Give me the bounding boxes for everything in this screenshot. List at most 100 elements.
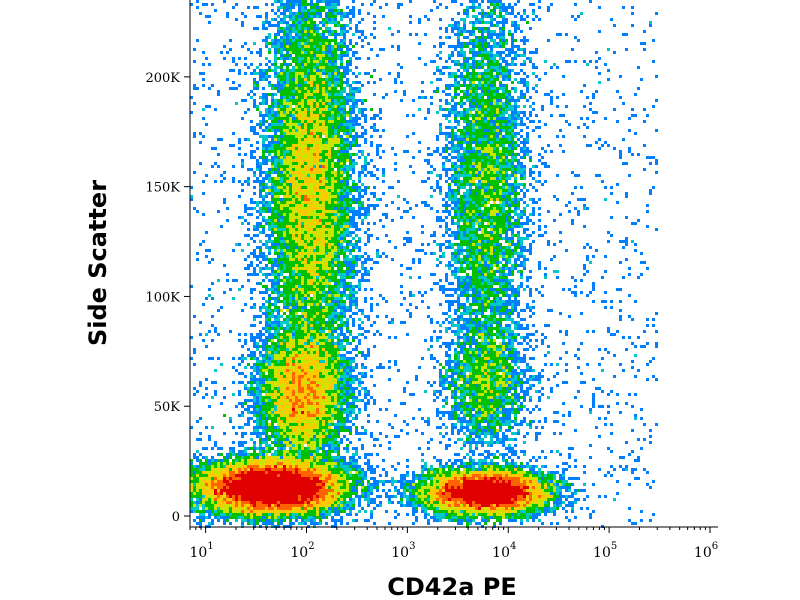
density-point: [454, 78, 457, 81]
density-point: [286, 111, 289, 114]
density-point: [373, 222, 376, 225]
density-point: [454, 60, 457, 63]
density-point: [244, 204, 247, 207]
density-point: [466, 165, 469, 168]
density-point: [337, 144, 340, 147]
density-point: [586, 243, 589, 246]
density-point: [343, 213, 346, 216]
density-point: [316, 51, 319, 54]
density-point: [493, 66, 496, 69]
density-point: [292, 174, 295, 177]
density-point: [313, 81, 316, 84]
density-point: [271, 234, 274, 237]
density-point: [451, 219, 454, 222]
density-point: [316, 177, 319, 180]
density-point: [493, 246, 496, 249]
density-point: [583, 225, 586, 228]
density-point: [301, 153, 304, 156]
density-point: [511, 243, 514, 246]
density-point: [337, 57, 340, 60]
density-point: [484, 63, 487, 66]
density-point: [457, 69, 460, 72]
density-point: [328, 186, 331, 189]
density-point: [343, 186, 346, 189]
density-point: [484, 105, 487, 108]
density-point: [469, 174, 472, 177]
density-point: [466, 120, 469, 123]
density-point: [493, 96, 496, 99]
density-point: [502, 174, 505, 177]
density-point: [346, 129, 349, 132]
density-point: [262, 216, 265, 219]
density-point: [466, 96, 469, 99]
density-point: [469, 195, 472, 198]
density-point: [514, 123, 517, 126]
density-point: [586, 126, 589, 129]
density-point: [361, 204, 364, 207]
density-point: [301, 48, 304, 51]
density-point: [286, 192, 289, 195]
density-point: [253, 69, 256, 72]
density-point: [334, 51, 337, 54]
density-point: [520, 210, 523, 213]
density-point: [295, 120, 298, 123]
density-point: [349, 162, 352, 165]
density-point: [274, 99, 277, 102]
density-point: [280, 96, 283, 99]
density-point: [268, 225, 271, 228]
density-point: [499, 30, 502, 33]
density-point: [493, 240, 496, 243]
density-point: [202, 72, 205, 75]
density-point: [346, 213, 349, 216]
density-point: [487, 90, 490, 93]
density-point: [364, 120, 367, 123]
density-point: [259, 192, 262, 195]
density-point: [361, 165, 364, 168]
density-point: [493, 225, 496, 228]
density-point: [496, 99, 499, 102]
density-point: [433, 60, 436, 63]
density-point: [514, 243, 517, 246]
density-point: [283, 78, 286, 81]
density-point: [322, 114, 325, 117]
density-point: [292, 168, 295, 171]
density-point: [490, 75, 493, 78]
density-point: [523, 222, 526, 225]
density-point: [499, 204, 502, 207]
density-point: [295, 141, 298, 144]
density-point: [202, 63, 205, 66]
density-point: [340, 237, 343, 240]
density-point: [298, 198, 301, 201]
density-point: [298, 54, 301, 57]
density-point: [268, 180, 271, 183]
density-point: [364, 243, 367, 246]
density-point: [322, 99, 325, 102]
density-point: [316, 237, 319, 240]
density-point: [346, 189, 349, 192]
density-point: [511, 174, 514, 177]
density-point: [289, 9, 292, 12]
density-point: [505, 201, 508, 204]
density-point: [283, 171, 286, 174]
density-point: [523, 36, 526, 39]
density-point: [304, 150, 307, 153]
density-point: [484, 102, 487, 105]
density-point: [277, 81, 280, 84]
density-point: [271, 87, 274, 90]
density-point: [277, 213, 280, 216]
density-point: [286, 162, 289, 165]
density-point: [262, 135, 265, 138]
density-point: [406, 135, 409, 138]
density-point: [259, 231, 262, 234]
density-point: [514, 246, 517, 249]
density-point: [496, 225, 499, 228]
density-point: [196, 39, 199, 42]
density-point: [253, 42, 256, 45]
density-point: [250, 201, 253, 204]
density-point: [265, 93, 268, 96]
density-point: [514, 120, 517, 123]
density-point: [547, 6, 550, 9]
density-point: [469, 66, 472, 69]
density-point: [274, 183, 277, 186]
density-point: [487, 111, 490, 114]
